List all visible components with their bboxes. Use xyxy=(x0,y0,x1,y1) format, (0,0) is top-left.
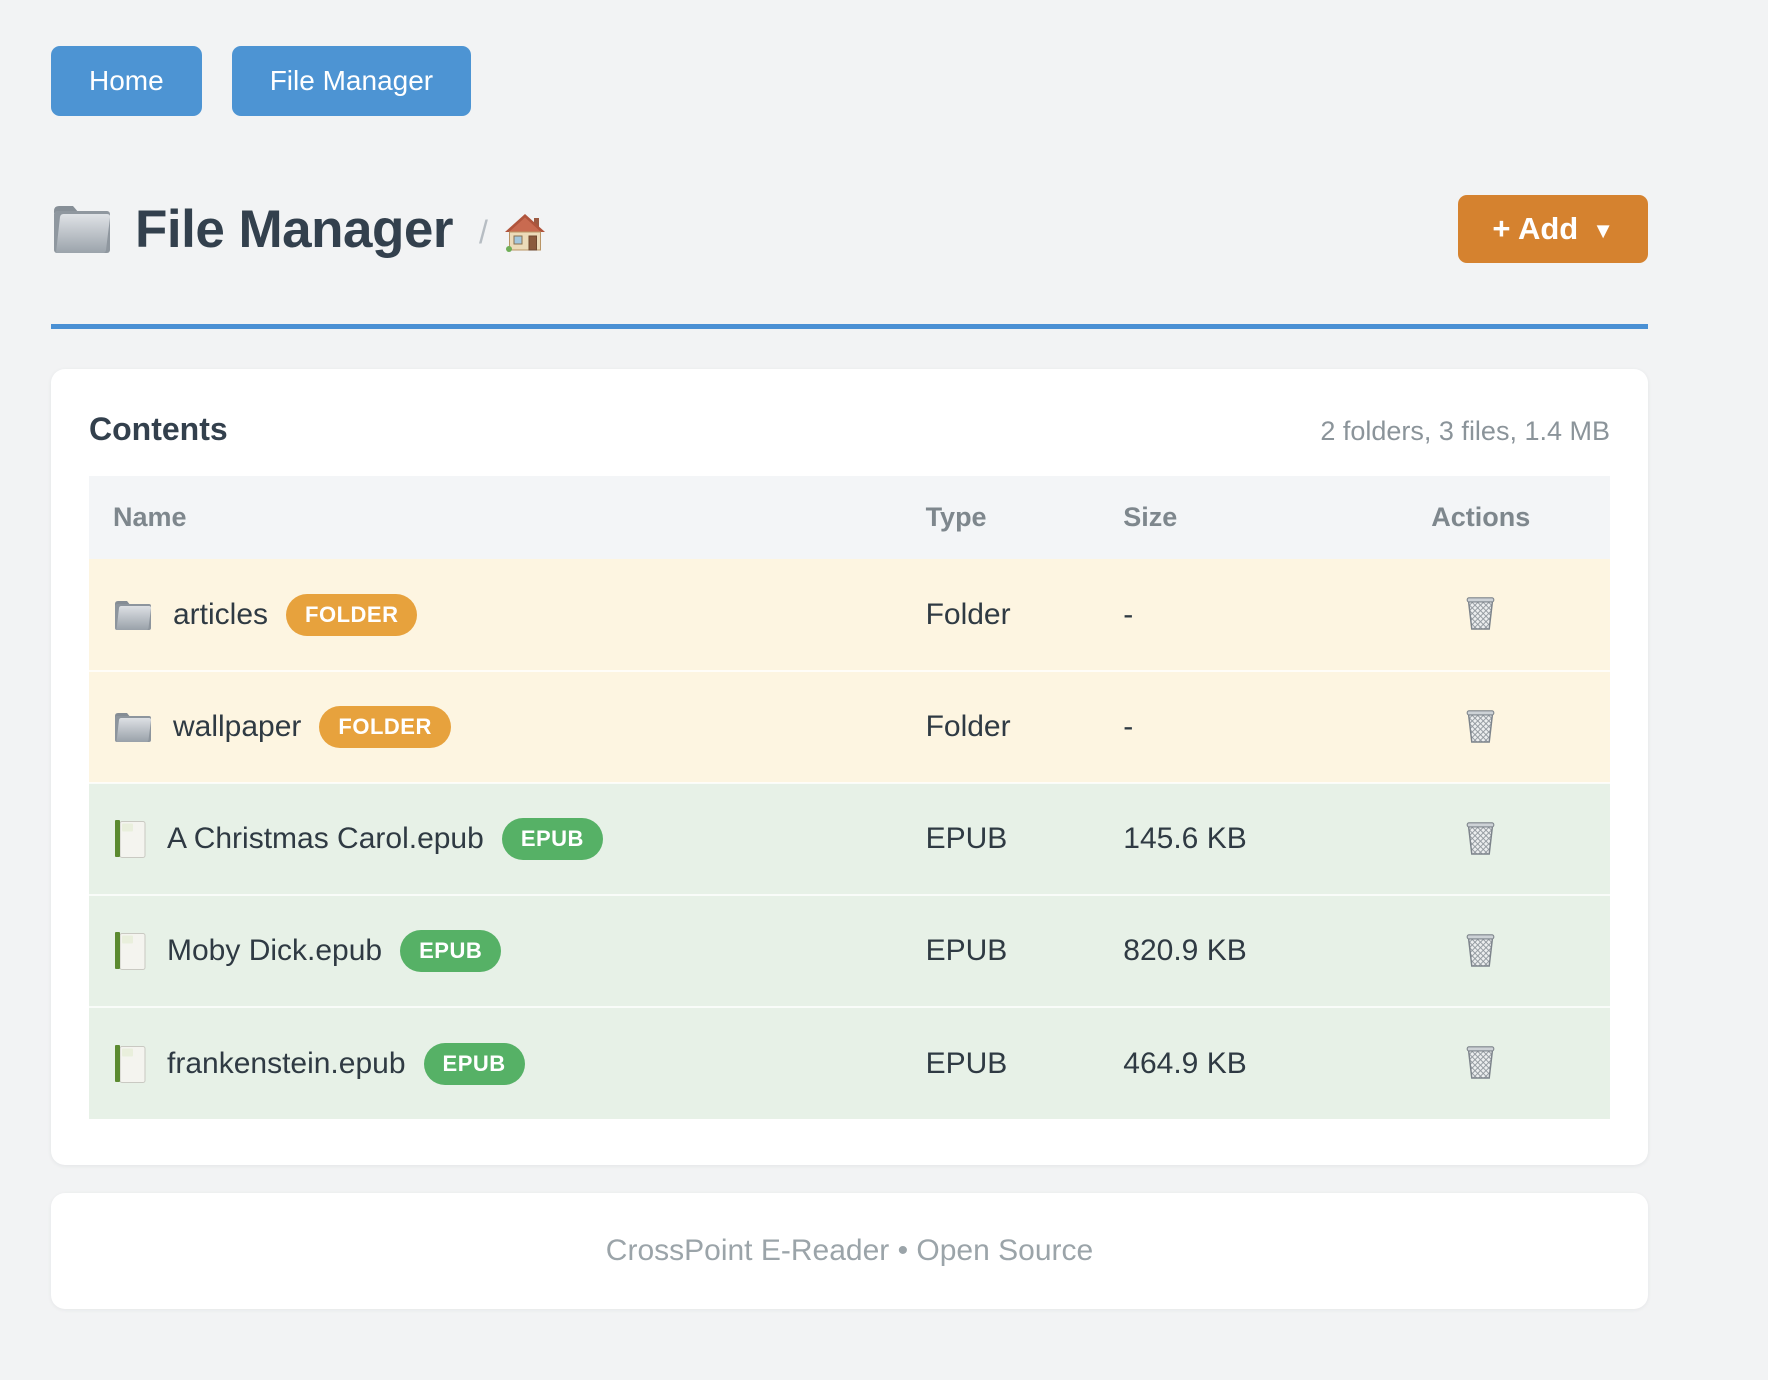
size-cell: 145.6 KB xyxy=(1123,782,1352,895)
trash-icon xyxy=(1464,1046,1497,1083)
page-title: File Manager xyxy=(135,199,453,259)
footer: CrossPoint E-Reader • Open Source xyxy=(51,1193,1648,1309)
delete-button[interactable] xyxy=(1460,815,1501,860)
file-name[interactable]: frankenstein.epub xyxy=(167,1046,406,1080)
file-name[interactable]: articles xyxy=(173,597,269,631)
trash-icon xyxy=(1464,597,1497,634)
type-badge: EPUB xyxy=(501,818,603,860)
nav-file-manager-button[interactable]: File Manager xyxy=(231,46,472,116)
card-title: Contents xyxy=(89,411,228,447)
folder-icon xyxy=(113,710,153,744)
trash-icon xyxy=(1464,821,1497,859)
nav-home-button[interactable]: Home xyxy=(51,46,202,116)
size-cell: - xyxy=(1123,559,1352,671)
type-cell: EPUB xyxy=(925,782,1124,895)
table-row: wallpaper FOLDER Folder - xyxy=(89,670,1610,783)
folder-icon xyxy=(113,598,153,632)
files-table: Name Type Size Actions xyxy=(89,476,1610,1119)
book-icon xyxy=(113,1044,147,1084)
book-icon xyxy=(113,819,147,859)
type-cell: Folder xyxy=(925,670,1124,783)
type-badge: FOLDER xyxy=(319,706,451,748)
caret-down-icon: ▼ xyxy=(1592,217,1614,243)
delete-button[interactable] xyxy=(1460,703,1501,748)
size-cell: - xyxy=(1123,670,1352,783)
file-name[interactable]: Moby Dick.epub xyxy=(167,934,383,967)
type-badge: EPUB xyxy=(400,930,502,972)
type-badge: FOLDER xyxy=(286,593,418,636)
delete-button[interactable] xyxy=(1460,927,1501,972)
trash-icon xyxy=(1464,709,1497,747)
house-icon[interactable] xyxy=(504,213,546,253)
table-row: frankenstein.epub EPUB EPUB 464.9 KB xyxy=(89,1006,1610,1119)
column-header-size: Size xyxy=(1123,476,1352,559)
add-button[interactable]: + Add ▼ xyxy=(1458,195,1648,263)
type-cell: Folder xyxy=(925,559,1124,671)
card-head: Contents 2 folders, 3 files, 1.4 MB xyxy=(89,411,1610,448)
delete-button[interactable] xyxy=(1460,590,1501,635)
contents-summary: 2 folders, 3 files, 1.4 MB xyxy=(1320,416,1610,446)
table-header-row: Name Type Size Actions xyxy=(89,476,1610,559)
book-icon xyxy=(113,931,147,971)
file-name[interactable]: wallpaper xyxy=(173,710,302,743)
table-row: articles FOLDER Folder - xyxy=(89,559,1610,671)
delete-button[interactable] xyxy=(1460,1039,1501,1084)
table-row: A Christmas Carol.epub EPUB EPUB 145.6 K… xyxy=(89,782,1610,895)
column-header-actions: Actions xyxy=(1351,476,1610,559)
add-button-label: + Add xyxy=(1492,211,1579,246)
top-nav: Home File Manager xyxy=(51,46,472,116)
column-header-name: Name xyxy=(89,476,926,559)
breadcrumb-separator: / xyxy=(478,213,488,250)
type-cell: EPUB xyxy=(925,894,1124,1007)
table-body: articles FOLDER Folder - xyxy=(89,559,1610,1119)
size-cell: 464.9 KB xyxy=(1123,1006,1352,1119)
folder-icon xyxy=(51,201,113,257)
contents-card: Contents 2 folders, 3 files, 1.4 MB Name… xyxy=(51,369,1648,1165)
page-header: File Manager / + Add ▼ xyxy=(51,192,1648,266)
footer-text: CrossPoint E-Reader • Open Source xyxy=(605,1234,1094,1267)
type-cell: EPUB xyxy=(925,1006,1124,1119)
size-cell: 820.9 KB xyxy=(1123,894,1352,1007)
trash-icon xyxy=(1464,933,1497,971)
header-divider xyxy=(51,324,1648,329)
file-name[interactable]: A Christmas Carol.epub xyxy=(167,822,484,855)
type-badge: EPUB xyxy=(423,1042,525,1085)
table-row: Moby Dick.epub EPUB EPUB 820.9 KB xyxy=(89,894,1610,1007)
column-header-type: Type xyxy=(925,476,1124,559)
